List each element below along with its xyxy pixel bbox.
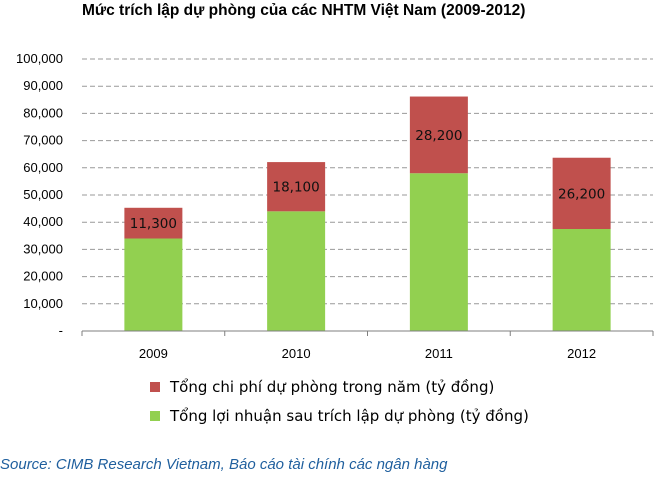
y-tick-label: 60,000 [23,160,63,175]
y-tick-label: 40,000 [23,214,63,229]
bar-provision [552,157,611,229]
y-tick-label: 20,000 [23,269,63,284]
data-label: 11,300 [130,216,177,232]
y-tick-label: 70,000 [23,133,63,148]
y-tick-label: - [59,323,63,338]
x-tick-label: 2012 [567,346,596,360]
data-label: 28,200 [415,128,462,144]
y-tick-label: 90,000 [23,78,63,93]
y-tick-label: 30,000 [23,241,63,256]
stacked-bar-chart: - 10,000 20,000 30,000 40,000 50,000 60,000 70,… [16,51,654,360]
x-tick-label: 2011 [425,346,453,360]
x-tick-label: 2010 [282,346,311,360]
x-axis [81,330,654,336]
y-tick-label: 10,000 [23,296,63,311]
y-axis-tick-labels: - 10,000 20,000 30,000 40,000 50,000 60,000 70,… [16,51,63,338]
bar-profit [124,238,183,331]
y-tick-label: 80,000 [23,105,63,120]
data-label: 26,200 [558,186,605,202]
source-note: Source: CIMB Research Vietnam, Báo cáo t… [0,456,448,473]
bar-provision [267,162,326,212]
x-axis-tick-labels: 2009 2010 2011 2012 [139,346,596,360]
legend-swatch-profit [150,411,160,421]
legend-item-provision: Tổng chi phí dự phòng trong năm (tỷ đồng… [150,378,494,396]
data-labels: 11,300 18,100 28,200 26,200 [130,128,606,232]
y-tick-label: 50,000 [23,187,63,202]
chart-title: Mức trích lập dự phòng của các NHTM Việt… [82,2,526,19]
x-tick-label: 2009 [139,346,168,360]
data-label: 18,100 [273,180,320,196]
bar-profit [267,211,326,331]
bar-provision [409,96,468,174]
bar-profit [552,229,611,331]
y-tick-label: 100,000 [16,51,63,66]
bar-provision [124,207,183,239]
legend-swatch-provision [150,382,160,392]
bar-profit [409,173,468,331]
legend-label-provision: Tổng chi phí dự phòng trong năm (tỷ đồng… [170,378,495,396]
legend-item-profit: Tổng lợi nhuận sau trích lập dự phòng (t… [150,407,529,425]
legend-label-profit: Tổng lợi nhuận sau trích lập dự phòng (t… [170,407,529,425]
bars [124,96,611,331]
